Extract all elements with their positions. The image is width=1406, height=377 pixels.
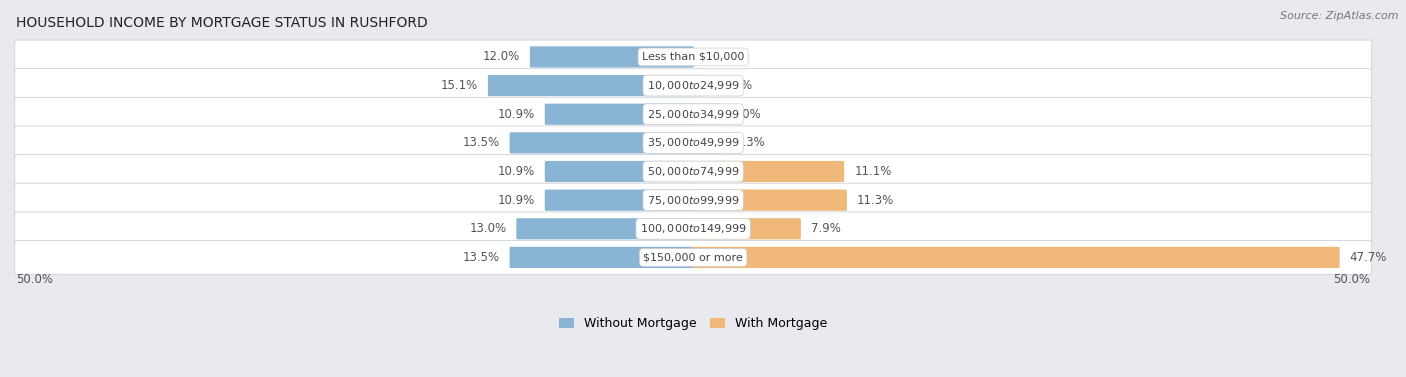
Text: 50.0%: 50.0% <box>17 273 53 286</box>
Text: 2.0%: 2.0% <box>731 108 761 121</box>
Text: Source: ZipAtlas.com: Source: ZipAtlas.com <box>1281 11 1399 21</box>
Text: $50,000 to $74,999: $50,000 to $74,999 <box>647 165 740 178</box>
Text: $10,000 to $24,999: $10,000 to $24,999 <box>647 79 740 92</box>
FancyBboxPatch shape <box>14 40 1372 74</box>
Text: 0.0%: 0.0% <box>704 51 734 63</box>
Text: 11.3%: 11.3% <box>856 194 894 207</box>
Text: 10.9%: 10.9% <box>498 165 534 178</box>
FancyBboxPatch shape <box>14 97 1372 131</box>
Text: 10.9%: 10.9% <box>498 108 534 121</box>
FancyBboxPatch shape <box>516 218 695 239</box>
Text: 15.1%: 15.1% <box>440 79 478 92</box>
Text: 11.1%: 11.1% <box>855 165 891 178</box>
FancyBboxPatch shape <box>14 212 1372 246</box>
FancyBboxPatch shape <box>14 155 1372 188</box>
Text: $100,000 to $149,999: $100,000 to $149,999 <box>640 222 747 235</box>
FancyBboxPatch shape <box>692 75 706 96</box>
FancyBboxPatch shape <box>14 69 1372 103</box>
Text: 0.87%: 0.87% <box>716 79 752 92</box>
FancyBboxPatch shape <box>14 183 1372 217</box>
Text: 2.3%: 2.3% <box>735 136 765 149</box>
FancyBboxPatch shape <box>544 104 695 125</box>
Text: 13.5%: 13.5% <box>463 251 499 264</box>
FancyBboxPatch shape <box>692 132 725 153</box>
FancyBboxPatch shape <box>692 247 1340 268</box>
Text: $150,000 or more: $150,000 or more <box>644 253 742 262</box>
Text: $35,000 to $49,999: $35,000 to $49,999 <box>647 136 740 149</box>
Text: 12.0%: 12.0% <box>482 51 520 63</box>
FancyBboxPatch shape <box>692 161 844 182</box>
Text: 7.9%: 7.9% <box>811 222 841 235</box>
FancyBboxPatch shape <box>509 132 695 153</box>
Text: 10.9%: 10.9% <box>498 194 534 207</box>
FancyBboxPatch shape <box>488 75 695 96</box>
Text: 13.0%: 13.0% <box>470 222 506 235</box>
Text: Less than $10,000: Less than $10,000 <box>643 52 744 62</box>
FancyBboxPatch shape <box>509 247 695 268</box>
FancyBboxPatch shape <box>14 126 1372 160</box>
FancyBboxPatch shape <box>692 104 721 125</box>
Text: 13.5%: 13.5% <box>463 136 499 149</box>
Text: HOUSEHOLD INCOME BY MORTGAGE STATUS IN RUSHFORD: HOUSEHOLD INCOME BY MORTGAGE STATUS IN R… <box>17 16 427 30</box>
Text: 47.7%: 47.7% <box>1350 251 1388 264</box>
FancyBboxPatch shape <box>692 190 846 211</box>
FancyBboxPatch shape <box>544 190 695 211</box>
FancyBboxPatch shape <box>692 218 801 239</box>
FancyBboxPatch shape <box>530 46 695 67</box>
FancyBboxPatch shape <box>14 241 1372 274</box>
FancyBboxPatch shape <box>544 161 695 182</box>
Text: 50.0%: 50.0% <box>1333 273 1369 286</box>
Text: $25,000 to $34,999: $25,000 to $34,999 <box>647 108 740 121</box>
Text: $75,000 to $99,999: $75,000 to $99,999 <box>647 194 740 207</box>
Legend: Without Mortgage, With Mortgage: Without Mortgage, With Mortgage <box>560 317 827 330</box>
